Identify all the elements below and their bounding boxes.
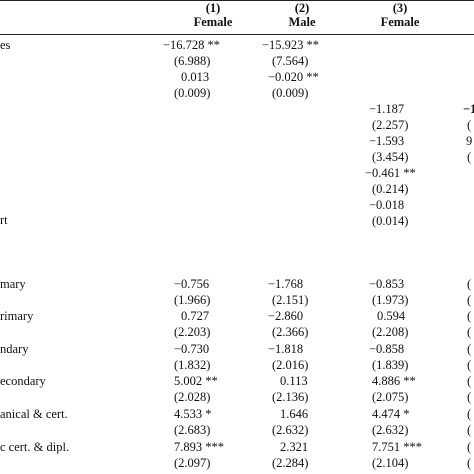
- clipped-cell: (: [467, 423, 472, 437]
- se-cell: (1.966): [174, 293, 211, 307]
- coef-cell: −0.853: [369, 277, 405, 291]
- se-cell: (2.257): [372, 118, 409, 132]
- se-cell: (2.104): [372, 456, 409, 470]
- row-label: rt: [0, 213, 8, 227]
- clipped-cell: (: [467, 342, 472, 356]
- se-cell: (0.009): [272, 86, 309, 100]
- row-label: mary: [0, 277, 26, 291]
- coef-cell: 2.321: [280, 440, 309, 454]
- se-cell: (6.988): [174, 54, 211, 68]
- coef-cell: 4.533 *: [174, 407, 212, 421]
- coef-cell: 0.013: [181, 70, 210, 84]
- se-cell: (1.839): [372, 358, 409, 372]
- header-rule: [0, 34, 474, 35]
- coef-cell: 0.113: [280, 374, 308, 388]
- clipped-cell: (: [467, 150, 472, 164]
- coef-cell: −0.756: [174, 277, 210, 291]
- clipped-cell: (: [467, 374, 472, 388]
- clipped-cell: (: [467, 456, 472, 470]
- se-cell: (2.151): [272, 293, 309, 307]
- col2-number: (2): [294, 1, 310, 15]
- row-label: anical & cert.: [0, 407, 68, 421]
- se-cell: (2.097): [174, 456, 211, 470]
- top-rule: [0, 0, 474, 1]
- row-label-header: es: [0, 38, 11, 52]
- se-cell: (0.009): [174, 86, 211, 100]
- coef-cell: 4.886 **: [372, 374, 416, 388]
- col1-header: Female: [193, 15, 233, 29]
- se-cell: (2.284): [272, 456, 309, 470]
- clipped-cell: (: [467, 309, 472, 323]
- se-cell: (2.632): [372, 423, 409, 437]
- se-cell: (2.208): [372, 325, 409, 339]
- coef-cell: −2.860: [268, 309, 304, 323]
- coef-cell: −0.020 **: [268, 70, 319, 84]
- se-cell: (2.075): [372, 390, 409, 404]
- se-cell: (0.014): [372, 214, 409, 228]
- se-cell: (7.564): [272, 54, 309, 68]
- clipped-cell: (: [467, 407, 472, 421]
- coef-cell: −0.858: [369, 342, 405, 356]
- se-cell: (2.136): [272, 390, 309, 404]
- coef-cell: −0.018: [369, 198, 405, 212]
- coef-cell: −1.187: [369, 102, 405, 116]
- coef-cell: −16.728 **: [163, 38, 221, 52]
- col3-header: Female: [380, 15, 420, 29]
- se-cell: (2.366): [272, 325, 309, 339]
- coef-cell: 5.002 **: [174, 374, 218, 388]
- coef-cell: −1.768: [268, 277, 304, 291]
- row-label: ndary: [0, 342, 29, 356]
- coef-cell: −15.923 **: [262, 38, 320, 52]
- coef-cell: 0.594: [377, 309, 406, 323]
- se-cell: (3.454): [372, 150, 409, 164]
- clipped-cell: −1: [463, 102, 474, 116]
- row-label: econdary: [0, 374, 46, 388]
- coef-cell: −1.818: [268, 342, 304, 356]
- coef-cell: 0.727: [181, 309, 210, 323]
- clipped-cell: (: [467, 358, 472, 372]
- coef-cell: 1.646: [280, 407, 309, 421]
- clipped-cell: (: [467, 293, 472, 307]
- se-cell: (2.632): [272, 423, 309, 437]
- clipped-cell: (: [467, 390, 472, 404]
- se-cell: (2.028): [174, 390, 211, 404]
- clipped-cell: (: [467, 277, 472, 291]
- se-cell: (2.203): [174, 325, 211, 339]
- clipped-cell: (: [467, 440, 472, 454]
- col3-number: (3): [392, 1, 408, 15]
- coef-cell: −0.461 **: [365, 166, 416, 180]
- clipped-cell: 9: [466, 134, 473, 148]
- coef-cell: 7.751 ***: [372, 440, 422, 454]
- se-cell: (1.973): [372, 293, 409, 307]
- se-cell: (0.214): [372, 182, 409, 196]
- se-cell: (2.016): [272, 358, 309, 372]
- coef-cell: 4.474 *: [372, 407, 410, 421]
- se-cell: (2.683): [174, 423, 211, 437]
- coef-cell: −1.593: [369, 134, 405, 148]
- coef-cell: −0.730: [174, 342, 210, 356]
- row-label: rimary: [0, 309, 34, 323]
- row-label: c cert. & dipl.: [0, 440, 70, 454]
- se-cell: (1.832): [174, 358, 211, 372]
- col1-number: (1): [205, 1, 221, 15]
- clipped-cell: (: [467, 118, 472, 132]
- col2-header: Male: [288, 15, 316, 29]
- clipped-cell: (: [467, 325, 472, 339]
- coef-cell: 7.893 ***: [174, 440, 224, 454]
